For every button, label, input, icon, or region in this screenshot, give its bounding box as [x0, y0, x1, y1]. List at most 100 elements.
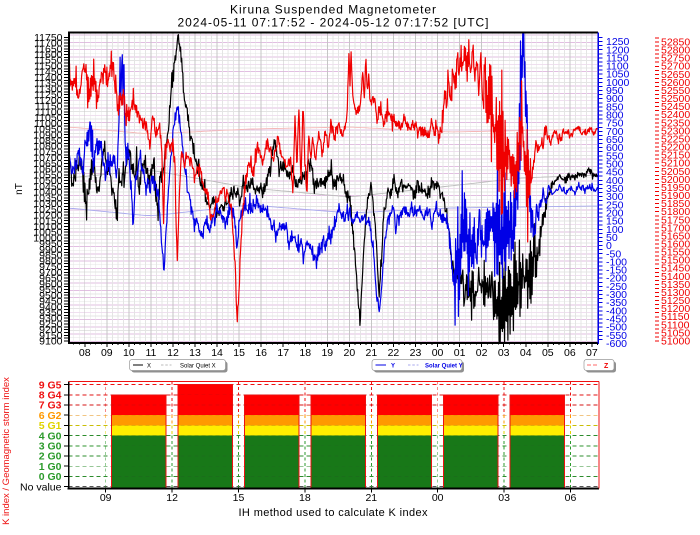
svg-text:500: 500	[606, 159, 624, 171]
svg-text:9950: 9950	[39, 238, 63, 250]
svg-text:9700: 9700	[39, 267, 63, 279]
svg-text:51650: 51650	[661, 230, 690, 242]
svg-text:9850: 9850	[39, 250, 63, 262]
svg-text:21: 21	[366, 347, 378, 359]
svg-text:17: 17	[277, 347, 289, 359]
svg-text:Y: Y	[391, 364, 395, 370]
svg-text:X: X	[147, 364, 151, 370]
svg-text:10700: 10700	[33, 152, 62, 164]
svg-text:12: 12	[166, 492, 178, 504]
svg-text:9150: 9150	[39, 330, 63, 342]
svg-text:10600: 10600	[33, 164, 62, 176]
svg-text:00: 00	[432, 347, 444, 359]
svg-text:51000: 51000	[661, 335, 690, 347]
svg-text:52750: 52750	[661, 53, 690, 65]
svg-text:200: 200	[606, 207, 624, 219]
svg-text:400: 400	[606, 175, 624, 187]
svg-text:04: 04	[520, 347, 532, 359]
svg-text:11600: 11600	[34, 49, 63, 61]
svg-text:51950: 51950	[661, 182, 690, 194]
svg-text:01: 01	[454, 347, 466, 359]
svg-text:9900: 9900	[39, 244, 63, 256]
svg-text:700: 700	[606, 126, 624, 138]
svg-text:550: 550	[606, 150, 624, 162]
svg-text:-600: -600	[606, 338, 627, 350]
svg-text:1250: 1250	[606, 36, 630, 48]
svg-text:51100: 51100	[661, 319, 690, 331]
svg-text:9400: 9400	[39, 301, 63, 313]
svg-text:51900: 51900	[661, 190, 690, 202]
svg-text:800: 800	[606, 110, 624, 122]
svg-text:51400: 51400	[661, 271, 690, 283]
svg-text:9600: 9600	[39, 278, 63, 290]
svg-text:22: 22	[388, 347, 400, 359]
svg-text:1050: 1050	[606, 69, 630, 81]
svg-text:9100: 9100	[39, 336, 63, 348]
svg-text:51800: 51800	[661, 206, 690, 218]
svg-text:-100: -100	[606, 256, 627, 268]
svg-text:-500: -500	[606, 322, 627, 334]
svg-text:52350: 52350	[661, 117, 690, 129]
svg-text:52800: 52800	[661, 45, 690, 57]
svg-text:11500: 11500	[34, 60, 63, 72]
svg-text:9350: 9350	[39, 307, 63, 319]
svg-text:52300: 52300	[661, 125, 690, 137]
svg-text:51450: 51450	[661, 263, 690, 275]
svg-text:300: 300	[606, 191, 624, 203]
svg-text:-350: -350	[606, 297, 627, 309]
svg-text:10: 10	[123, 347, 135, 359]
svg-text:51050: 51050	[661, 327, 690, 339]
svg-text:-550: -550	[606, 330, 627, 342]
svg-text:-450: -450	[606, 314, 627, 326]
svg-text:7 G3: 7 G3	[39, 400, 62, 412]
svg-text:2 G0: 2 G0	[39, 451, 62, 463]
svg-text:-200: -200	[606, 273, 627, 285]
svg-text:10300: 10300	[33, 198, 62, 210]
svg-text:52850: 52850	[661, 37, 690, 49]
svg-text:51550: 51550	[661, 247, 690, 259]
svg-text:9250: 9250	[39, 318, 63, 330]
svg-text:06: 06	[565, 492, 577, 504]
svg-text:23: 23	[410, 347, 422, 359]
svg-text:16: 16	[255, 347, 267, 359]
svg-text:11550: 11550	[34, 55, 63, 67]
svg-text:10200: 10200	[33, 210, 62, 222]
svg-text:IH method used to calculate K: IH method used to calculate K index	[239, 507, 429, 519]
svg-text:11100: 11100	[35, 106, 63, 118]
svg-text:09: 09	[101, 347, 113, 359]
svg-text:10000: 10000	[33, 232, 62, 244]
svg-text:52100: 52100	[661, 158, 690, 170]
svg-text:10950: 10950	[33, 124, 62, 136]
svg-text:51150: 51150	[661, 311, 690, 323]
svg-text:51300: 51300	[661, 287, 690, 299]
svg-text:Solar Quiet Y: Solar Quiet Y	[425, 364, 463, 370]
svg-text:11250: 11250	[34, 89, 63, 101]
svg-text:11150: 11150	[35, 101, 63, 113]
svg-text:11400: 11400	[34, 72, 63, 84]
svg-text:11000: 11000	[34, 118, 63, 130]
svg-text:52400: 52400	[661, 109, 690, 121]
svg-text:52250: 52250	[661, 133, 690, 145]
svg-text:11350: 11350	[34, 78, 63, 90]
svg-text:10850: 10850	[33, 135, 62, 147]
svg-text:6 G2: 6 G2	[39, 410, 62, 422]
svg-text:11: 11	[145, 347, 156, 359]
svg-text:-50: -50	[606, 248, 621, 260]
svg-text:-150: -150	[606, 265, 627, 277]
svg-text:11300: 11300	[34, 83, 63, 95]
svg-text:52700: 52700	[661, 61, 690, 73]
svg-text:19: 19	[321, 347, 333, 359]
svg-text:51500: 51500	[661, 255, 690, 267]
svg-text:-250: -250	[606, 281, 627, 293]
svg-text:51850: 51850	[661, 198, 690, 210]
svg-text:52650: 52650	[661, 69, 690, 81]
svg-text:05: 05	[542, 347, 554, 359]
svg-text:10500: 10500	[33, 175, 62, 187]
svg-text:11700: 11700	[34, 38, 63, 50]
svg-text:9450: 9450	[39, 296, 63, 308]
svg-text:06: 06	[564, 347, 576, 359]
svg-text:10350: 10350	[33, 192, 62, 204]
svg-text:850: 850	[606, 101, 624, 113]
svg-text:11200: 11200	[34, 95, 63, 107]
svg-text:150: 150	[606, 216, 624, 228]
